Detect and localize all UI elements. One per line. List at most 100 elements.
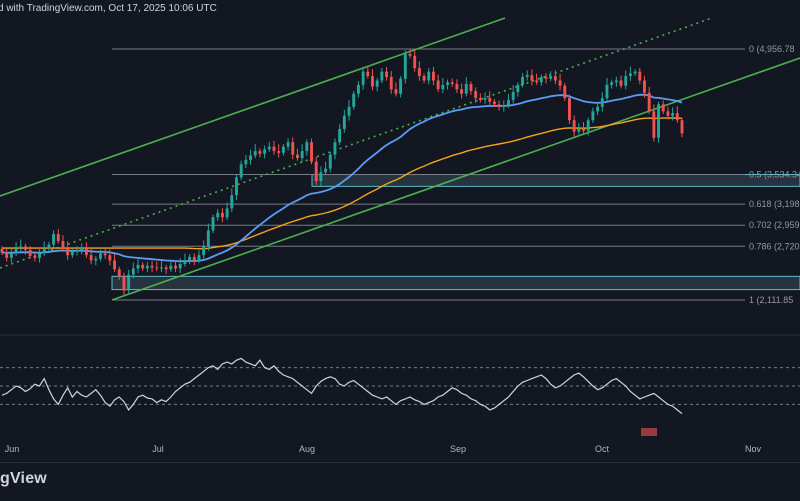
candle-body [342, 115, 346, 130]
candle-body [652, 111, 656, 138]
fib-label: 0.618 (3,198.64 [749, 199, 800, 209]
candle-body [371, 76, 374, 87]
candle-body [333, 142, 337, 155]
fib-label: 1 (2,111.85 [749, 295, 793, 305]
candle-body [586, 120, 590, 131]
candle-body [249, 155, 253, 160]
candle-body [525, 75, 529, 77]
candle-body [216, 212, 220, 218]
candle-body [544, 76, 548, 79]
candle-body [619, 80, 623, 86]
candle-body [103, 253, 107, 256]
candle-body [52, 233, 56, 245]
candle-body [558, 80, 562, 86]
candle-body [446, 82, 449, 85]
candle-body [356, 84, 360, 94]
candle-body [188, 256, 192, 261]
candle-body [375, 80, 379, 87]
footer-bar [0, 462, 800, 501]
candle-body [563, 85, 567, 99]
month-label: Oct [595, 444, 610, 454]
candle-body [516, 84, 520, 92]
candle-body [5, 252, 9, 258]
candle-body [614, 80, 618, 83]
candle-body [131, 268, 135, 275]
candle-body [464, 84, 468, 94]
candle-body [535, 80, 539, 83]
candle-body [66, 248, 70, 256]
candle-body [235, 177, 238, 196]
candle-body [23, 246, 27, 250]
candle-body [61, 241, 65, 249]
candle-body [239, 164, 243, 178]
candle-body [647, 92, 651, 112]
fib-label: 0.5 (3,534.34 [749, 169, 800, 179]
candle-body [94, 258, 98, 261]
candle-body [14, 248, 18, 254]
month-label: Jun [5, 444, 20, 454]
candle-body [366, 71, 370, 77]
candle-body [338, 129, 342, 143]
candle-body [408, 54, 412, 56]
candle-body [159, 267, 163, 269]
candle-body [610, 82, 614, 85]
candle-body [643, 80, 646, 93]
candle-body [155, 267, 159, 269]
candle-body [84, 248, 88, 256]
fib-label: 0 (4,956.78 [749, 44, 795, 54]
candle-body [431, 71, 435, 81]
candle-body [469, 84, 473, 92]
candle-body [582, 129, 585, 131]
candle-body [47, 244, 51, 249]
candle-body [202, 246, 206, 256]
candle-body [295, 154, 299, 159]
candle-body [314, 161, 318, 182]
candle-body [361, 71, 365, 85]
candle-body [628, 73, 632, 77]
candle-body [680, 120, 684, 134]
candle-body [70, 251, 74, 256]
candle-body [28, 249, 32, 257]
candle-body [272, 146, 276, 152]
candle-body [671, 113, 675, 116]
candle-body [150, 265, 154, 268]
candle-body [441, 84, 445, 90]
candle-body [328, 154, 332, 169]
fib-label: 0.786 (2,720.70 [749, 241, 800, 251]
candle-body [42, 248, 46, 254]
candle-body [638, 71, 642, 81]
candle-body [539, 76, 543, 83]
candle-body [661, 104, 665, 112]
candle-body [310, 142, 313, 162]
candle-body [277, 151, 281, 153]
candle-body [225, 208, 229, 218]
trend-channel [0, 17, 800, 301]
month-label: Jul [152, 444, 164, 454]
candle-body [174, 265, 177, 269]
candle-body [389, 76, 393, 90]
candle-body [244, 159, 248, 165]
candle-body [263, 149, 267, 154]
candle-body [80, 248, 84, 250]
candle-body [281, 146, 285, 153]
candle-body [267, 146, 271, 150]
candle-body [385, 71, 389, 77]
candle-body [624, 76, 628, 86]
rsi-marker [641, 428, 657, 436]
candle-body [9, 253, 13, 258]
candle-body [530, 75, 534, 81]
candle-body [511, 91, 515, 100]
candle-body [136, 264, 140, 269]
candle-body [521, 76, 525, 85]
candles [0, 49, 684, 296]
candle-body [413, 55, 417, 69]
candle-body [666, 111, 670, 116]
candle-body [591, 111, 595, 121]
candle-body [422, 76, 426, 81]
rsi-panel [0, 334, 800, 436]
ema-fast-line [1, 93, 683, 263]
candle-body [258, 151, 262, 154]
candle-body [460, 89, 464, 94]
candle-body [324, 168, 328, 173]
